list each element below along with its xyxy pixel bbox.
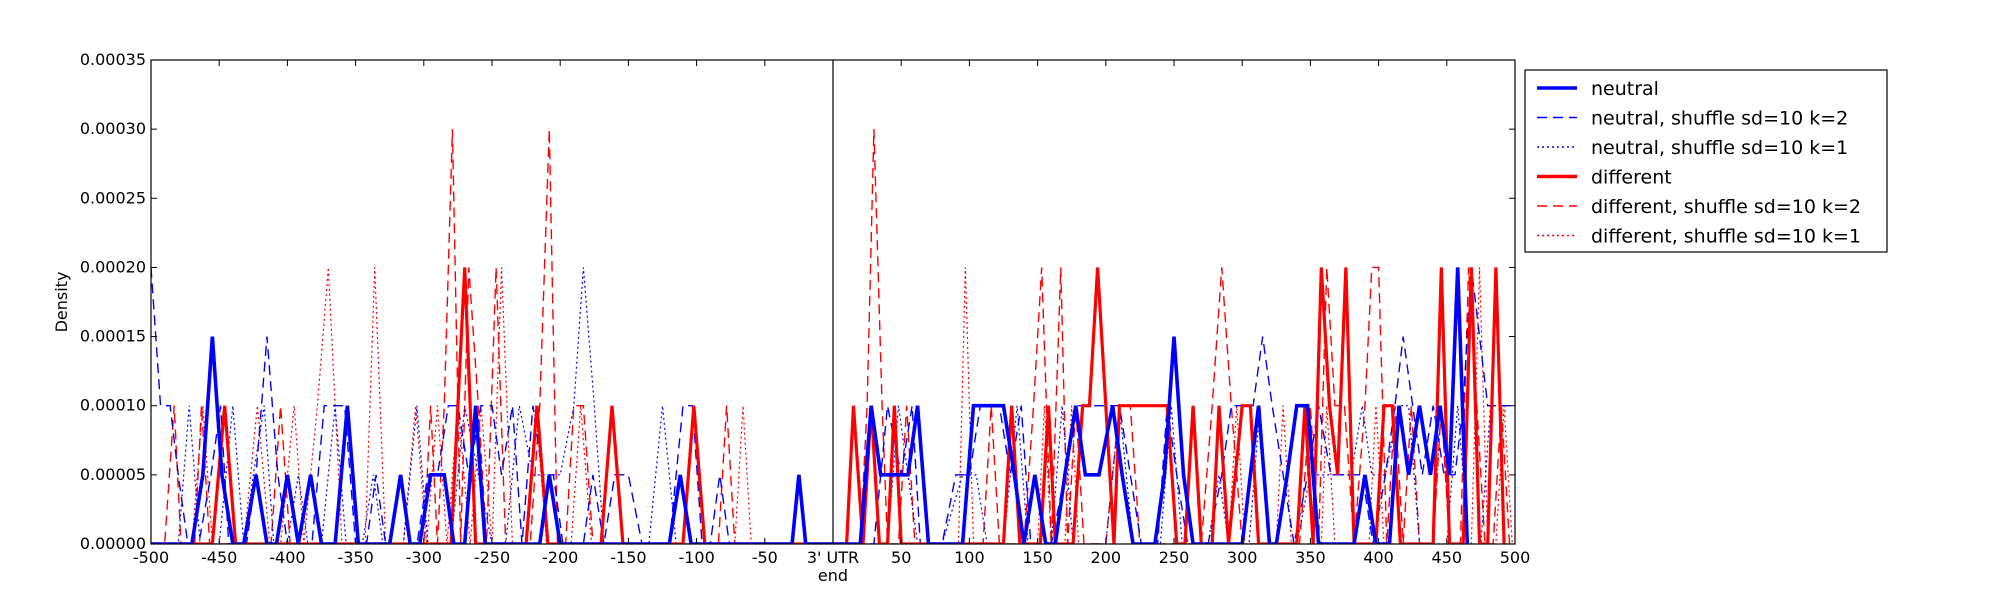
y-tick-label: 0.00000 (80, 534, 146, 553)
y-tick-label: 0.00015 (80, 327, 146, 346)
x-tick-label: -250 (474, 548, 510, 567)
x-tick-label: -50 (752, 548, 778, 567)
legend-label: different (1591, 167, 1672, 189)
center-x-label-line2: end (818, 566, 848, 585)
series-line-different (151, 267, 1506, 544)
x-tick-label: 150 (1022, 548, 1053, 567)
x-tick-label: 100 (954, 548, 985, 567)
y-tick-label: 0.00005 (80, 465, 146, 484)
ticks-layer: -500 -450 -400 -350 -300 -250 -200 -150 -100 -50 5… (80, 50, 1530, 567)
x-tick-label: -400 (269, 548, 305, 567)
plot-frame (150, 59, 1516, 545)
legend-label: different, shuffle sd=10 k=2 (1591, 196, 1861, 218)
x-tick-label: 50 (891, 548, 911, 567)
x-tick-label: -300 (406, 548, 442, 567)
legend-label: neutral, shuffle sd=10 k=2 (1591, 108, 1848, 130)
y-tick-label: 0.00010 (80, 396, 146, 415)
x-tick-label: -100 (678, 548, 714, 567)
x-tick-label: 500 (1500, 548, 1531, 567)
x-tick-label: -500 (133, 548, 169, 567)
legend-label: different, shuffle sd=10 k=1 (1591, 226, 1861, 248)
y-tick-label: 0.00035 (80, 50, 146, 69)
y-tick-label: 0.00020 (80, 257, 146, 276)
legend-label: neutral (1591, 78, 1659, 100)
y-tick-label: 0.00030 (80, 119, 146, 138)
legend-frame (1524, 69, 1888, 253)
x-tick-label: -200 (542, 548, 578, 567)
legend: neutral neutral, shuffle sd=10 k=2 neutral… (1524, 69, 1888, 253)
center-x-label-line1: 3' UTR (807, 548, 859, 567)
x-tick-label: -150 (610, 548, 646, 567)
y-axis-label: Density (52, 272, 71, 333)
x-tick-label: 200 (1091, 548, 1122, 567)
x-tick-label: 350 (1295, 548, 1326, 567)
y-tick-label: 0.00025 (80, 188, 146, 207)
x-tick-label: 300 (1227, 548, 1258, 567)
x-tick-label: 450 (1432, 548, 1463, 567)
legend-label: neutral, shuffle sd=10 k=1 (1591, 137, 1848, 159)
x-tick-label: -350 (337, 548, 373, 567)
series-line-different-shuffle-sd-10-k-2 (151, 129, 1511, 544)
x-tick-label: 250 (1159, 548, 1190, 567)
x-tick-label: 400 (1363, 548, 1394, 567)
series-line-different-shuffle-sd-10-k-1 (151, 267, 1513, 544)
series-layer (151, 129, 1513, 544)
series-line-neutral (151, 267, 1470, 544)
x-tick-label: -450 (201, 548, 237, 567)
